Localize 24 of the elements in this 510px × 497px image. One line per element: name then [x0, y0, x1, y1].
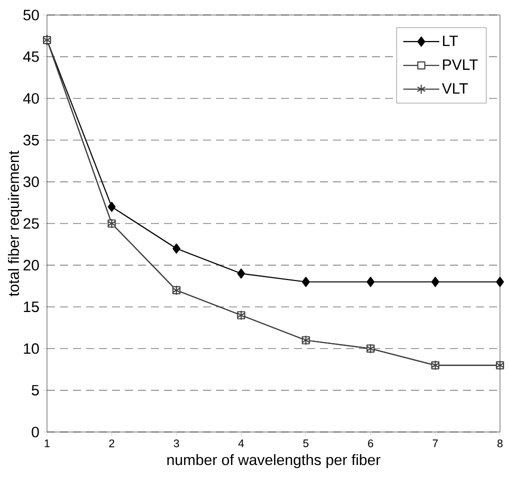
legend-label: VLT [442, 83, 468, 94]
x-axis-title: number of wavelengths per fiber [167, 454, 380, 468]
y-tick-label: 5 [32, 385, 39, 396]
legend-label: LT [443, 36, 458, 46]
y-tick-label: 10 [24, 343, 39, 354]
y-tick-label: 0 [32, 426, 39, 438]
y-axis-title: total fiber requirement [8, 150, 22, 296]
y-tick-label: 40 [23, 93, 39, 104]
y-tick-label: 45 [23, 51, 39, 62]
y-tick-label: 25 [24, 218, 39, 229]
x-tick-label: 3 [174, 440, 180, 448]
x-tick-label: 8 [497, 440, 503, 448]
x-tick-label: 4 [238, 440, 244, 448]
y-tick-label: 15 [24, 302, 39, 312]
y-tick-label: 50 [23, 10, 39, 20]
x-tick-label: 6 [368, 440, 374, 448]
y-tick-label: 30 [23, 176, 39, 188]
y-tick-label: 35 [23, 134, 39, 146]
x-tick-label: 7 [432, 440, 438, 448]
legend-label: PVLT [443, 60, 478, 70]
x-tick-label: 2 [109, 440, 114, 448]
x-tick-label: 5 [303, 440, 308, 448]
y-tick-label: 20 [24, 260, 39, 271]
x-tick-label: 1 [44, 440, 50, 448]
